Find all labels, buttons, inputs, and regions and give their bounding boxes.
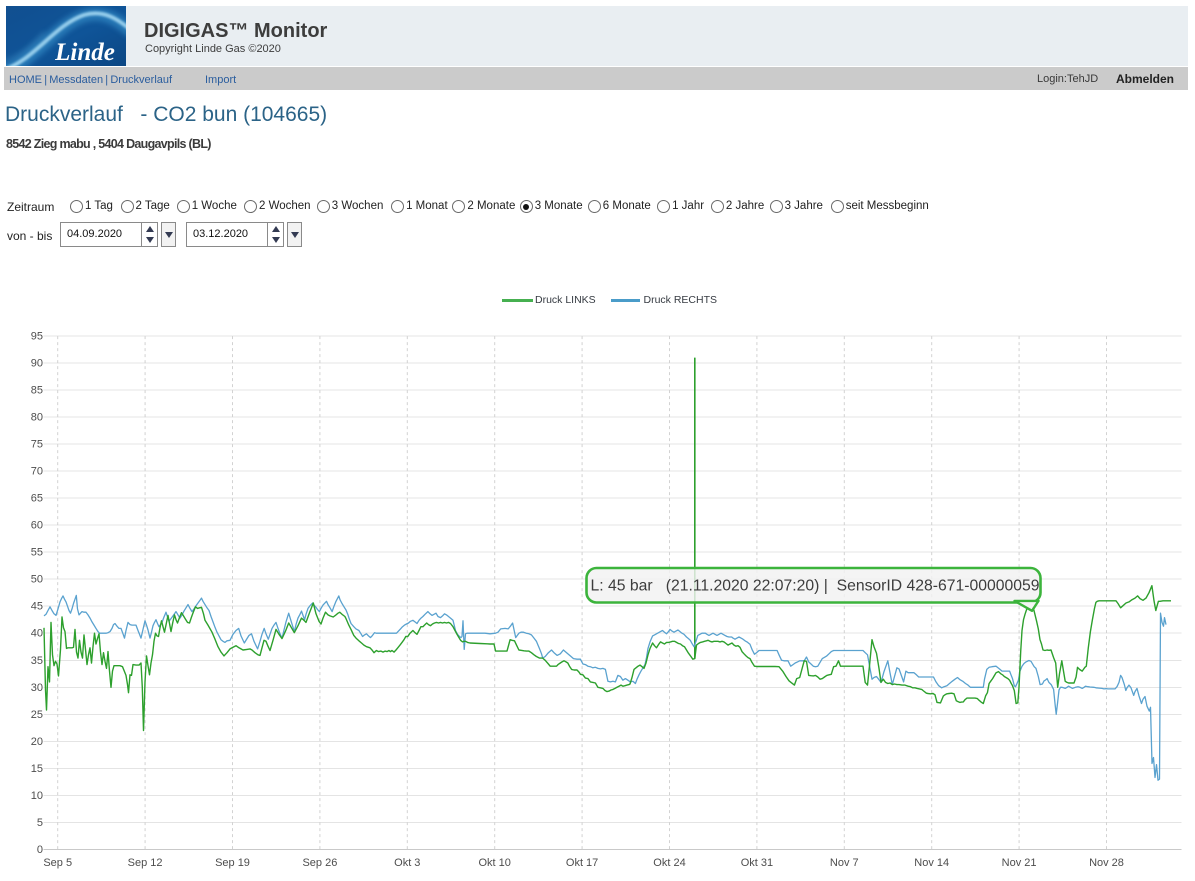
svg-text:Nov 28: Nov 28 — [1089, 857, 1124, 869]
svg-text:Sep 26: Sep 26 — [302, 857, 337, 869]
svg-text:Okt 3: Okt 3 — [394, 857, 420, 869]
svg-text:Okt 17: Okt 17 — [566, 857, 598, 869]
svg-text:Nov 7: Nov 7 — [830, 857, 859, 869]
svg-text:25: 25 — [31, 709, 43, 721]
svg-text:Okt 24: Okt 24 — [653, 857, 685, 869]
svg-text:Nov 14: Nov 14 — [914, 857, 949, 869]
svg-text:Sep 5: Sep 5 — [43, 857, 72, 869]
svg-text:40: 40 — [31, 628, 43, 640]
svg-text:Sep 12: Sep 12 — [128, 857, 163, 869]
svg-text:10: 10 — [31, 790, 43, 802]
svg-text:Nov 21: Nov 21 — [1002, 857, 1037, 869]
svg-text:90: 90 — [31, 358, 43, 370]
svg-text:30: 30 — [31, 682, 43, 694]
svg-text:15: 15 — [31, 763, 43, 775]
svg-text:80: 80 — [31, 412, 43, 424]
svg-text:95: 95 — [31, 331, 43, 343]
svg-text:0: 0 — [37, 844, 43, 856]
svg-text:60: 60 — [31, 520, 43, 532]
svg-text:70: 70 — [31, 466, 43, 478]
svg-text:75: 75 — [31, 439, 43, 451]
svg-text:L: 45 bar (21.11.2020 22:07:: L: 45 bar (21.11.2020 22:07:20) | Sensor… — [591, 578, 1040, 595]
svg-text:55: 55 — [31, 547, 43, 559]
svg-text:Okt 31: Okt 31 — [741, 857, 773, 869]
svg-text:45: 45 — [31, 601, 43, 613]
svg-text:5: 5 — [37, 817, 43, 829]
svg-text:20: 20 — [31, 736, 43, 748]
svg-text:Sep 19: Sep 19 — [215, 857, 250, 869]
svg-text:Linde: Linde — [54, 39, 115, 66]
svg-text:85: 85 — [31, 385, 43, 397]
svg-text:35: 35 — [31, 655, 43, 667]
svg-text:65: 65 — [31, 493, 43, 505]
svg-text:Okt 10: Okt 10 — [478, 857, 510, 869]
svg-text:50: 50 — [31, 574, 43, 586]
